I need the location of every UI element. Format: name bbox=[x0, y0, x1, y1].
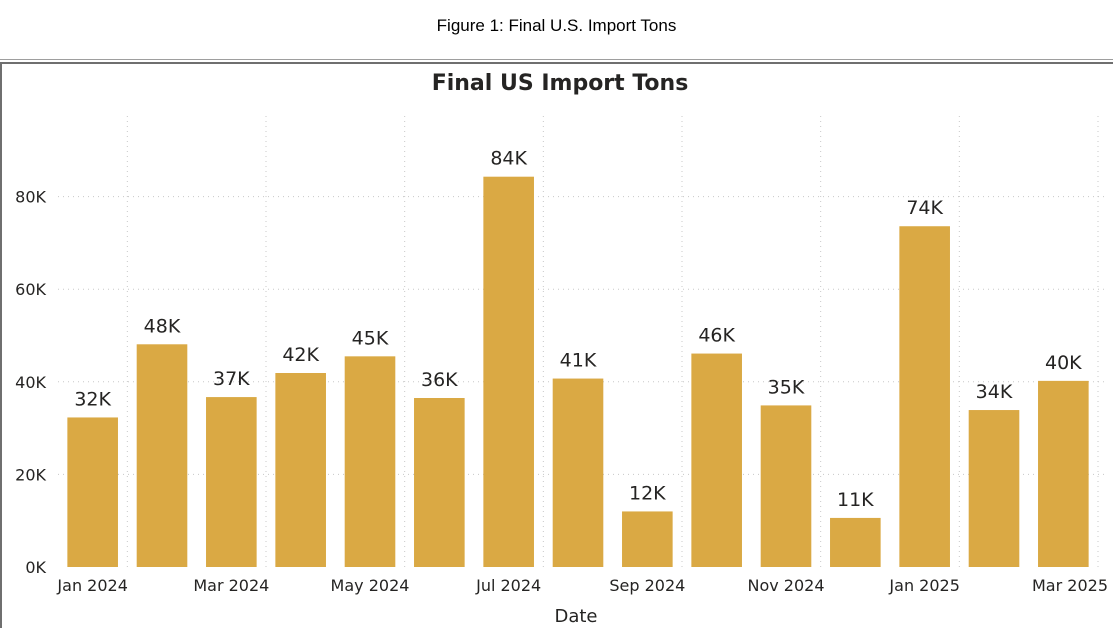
bar[interactable] bbox=[136, 344, 188, 567]
bar[interactable] bbox=[691, 353, 742, 567]
data-label: 42K bbox=[282, 344, 319, 366]
y-tick-label: 40K bbox=[15, 373, 46, 392]
y-tick-label: 20K bbox=[15, 465, 46, 484]
data-label: 12K bbox=[629, 482, 666, 504]
data-label: 40K bbox=[1045, 352, 1082, 374]
y-tick-label: 60K bbox=[15, 280, 46, 299]
x-tick-label: Jan 2025 bbox=[888, 576, 959, 595]
data-label: 37K bbox=[213, 368, 250, 390]
y-tick-label: 80K bbox=[15, 188, 46, 207]
label-layer: 32K 48K 37K 42K 45K 36K 84K 41K 12K 46K 35K 11K 74K 3… bbox=[74, 148, 1082, 511]
chart-title: Final US Import Tons bbox=[432, 71, 689, 96]
figure-caption: Figure 1: Final U.S. Import Tons bbox=[436, 16, 677, 35]
data-label: 36K bbox=[421, 369, 458, 391]
data-label: 11K bbox=[837, 489, 874, 511]
bar-chart: 32K 48K 37K 42K 45K 36K 84K 41K 12K 46K 35K 11K 74K 3… bbox=[15, 71, 1108, 627]
bar[interactable] bbox=[830, 517, 881, 567]
bar[interactable] bbox=[552, 378, 604, 567]
data-label: 32K bbox=[74, 388, 111, 410]
bar[interactable] bbox=[622, 511, 673, 567]
data-label: 74K bbox=[906, 197, 943, 219]
bar[interactable] bbox=[1038, 380, 1089, 567]
grid-layer bbox=[58, 116, 1108, 567]
chart-frame: 32K 48K 37K 42K 45K 36K 84K 41K 12K 46K 35K 11K 74K 3… bbox=[0, 62, 1113, 628]
x-tick-label: Sep 2024 bbox=[609, 576, 685, 595]
x-tick-label: Nov 2024 bbox=[747, 576, 824, 595]
x-axis-title: Date bbox=[554, 606, 597, 627]
x-tick-label: Mar 2024 bbox=[193, 576, 269, 595]
x-tick-label: Jul 2024 bbox=[475, 576, 541, 595]
data-label: 45K bbox=[352, 327, 389, 349]
bar[interactable] bbox=[344, 356, 396, 567]
bar[interactable] bbox=[206, 397, 257, 567]
bar[interactable] bbox=[67, 417, 118, 567]
caption-bar: Figure 1: Final U.S. Import Tons bbox=[0, 0, 1113, 60]
data-label: 34K bbox=[976, 381, 1013, 403]
data-label: 84K bbox=[490, 148, 527, 170]
bar[interactable] bbox=[275, 373, 326, 567]
bar[interactable] bbox=[899, 226, 950, 567]
data-label: 35K bbox=[768, 376, 805, 398]
bar[interactable] bbox=[414, 398, 465, 567]
data-label: 48K bbox=[144, 315, 181, 337]
data-label: 41K bbox=[560, 350, 597, 372]
x-tick-label: Jan 2024 bbox=[56, 576, 127, 595]
bar[interactable] bbox=[483, 176, 534, 567]
x-tick-label: May 2024 bbox=[331, 576, 410, 595]
axis-layer: 0K 20K 40K 60K 80K Jan 2024 Mar 2024 May 2024 Ju… bbox=[15, 188, 1108, 595]
bar-layer bbox=[67, 176, 1089, 567]
x-tick-label: Mar 2025 bbox=[1032, 576, 1108, 595]
y-tick-label: 0K bbox=[25, 558, 46, 577]
data-label: 46K bbox=[698, 325, 735, 347]
bar[interactable] bbox=[968, 410, 1020, 567]
bar[interactable] bbox=[760, 405, 812, 567]
